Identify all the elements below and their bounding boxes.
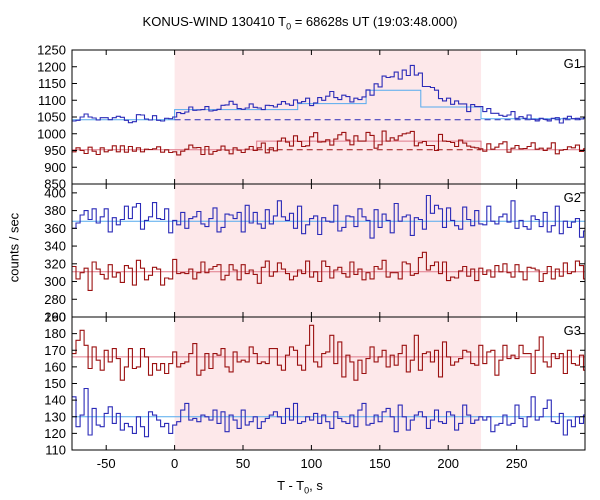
shaded-interval	[174, 50, 482, 184]
panel-label: G1	[564, 56, 581, 71]
y-tick-label: 280	[44, 292, 66, 307]
x-tick-label: -50	[97, 456, 116, 471]
y-tick-label: 380	[44, 203, 66, 218]
y-tick-label: 180	[44, 326, 66, 341]
chart-title: KONUS-WIND 130410 T0 = 68628s UT (19:03:…	[142, 14, 458, 32]
y-tick-label: 950	[44, 143, 66, 158]
y-tick-label: 120	[44, 426, 66, 441]
y-tick-label: 260	[44, 310, 66, 325]
y-tick-label: 140	[44, 393, 66, 408]
x-tick-label: 100	[301, 456, 323, 471]
x-tick-label: 250	[506, 456, 528, 471]
x-tick-label: 0	[171, 456, 178, 471]
y-tick-label: 1050	[37, 110, 66, 125]
y-tick-label: 1200	[37, 59, 66, 74]
y-tick-label: 110	[45, 443, 66, 458]
lightcurve-blue	[72, 64, 585, 124]
panel-g2: 260 280 300 320 340 360 380 400 G2	[44, 183, 586, 325]
x-tick-label: 150	[369, 456, 391, 471]
lightcurve-red	[72, 130, 585, 156]
y-tick-label: 300	[44, 274, 66, 289]
y-tick-label: 190	[44, 310, 66, 325]
shaded-interval	[174, 184, 482, 317]
x-tick-label: 200	[437, 456, 459, 471]
y-tick-label: 360	[44, 221, 66, 236]
lightcurve-red	[72, 251, 585, 291]
lightcurve-red	[72, 324, 585, 381]
panel-label: G2	[564, 190, 581, 205]
y-tick-label: 1000	[37, 126, 66, 141]
y-tick-label: 170	[44, 343, 66, 358]
y-tick-label: 900	[44, 160, 66, 175]
y-tick-label: 130	[44, 409, 66, 424]
x-axis-label: T - T0, s	[277, 478, 323, 496]
panel-label: G3	[564, 323, 581, 338]
y-tick-label: 160	[44, 359, 66, 374]
shaded-interval	[174, 317, 482, 450]
y-tick-label: 150	[44, 376, 66, 391]
y-tick-label: 850	[44, 177, 66, 192]
x-tick-label: 50	[236, 456, 250, 471]
y-tick-label: 1250	[37, 43, 66, 58]
y-tick-label: 1150	[38, 76, 66, 91]
lightcurve-blue	[72, 194, 585, 239]
y-tick-label: 320	[44, 256, 66, 271]
lightcurve-blue	[72, 387, 585, 438]
y-tick-label: 400	[44, 185, 66, 200]
y-tick-label: 340	[44, 239, 66, 254]
y-tick-label: 1100	[38, 93, 66, 108]
